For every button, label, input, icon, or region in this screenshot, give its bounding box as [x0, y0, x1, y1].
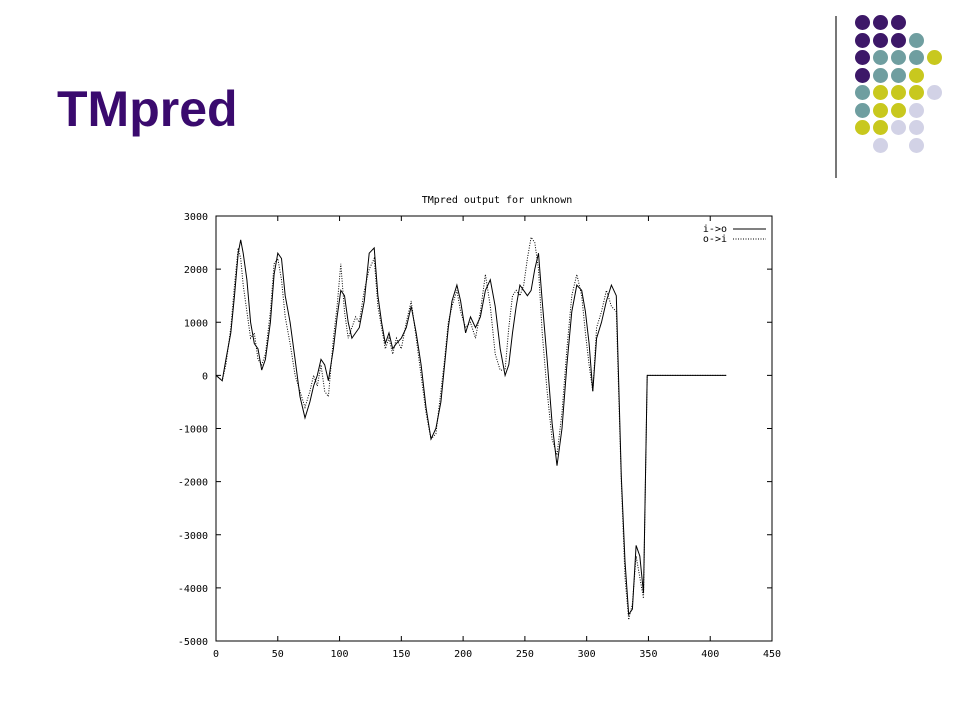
- decorative-dot: [891, 67, 906, 83]
- decorative-dot: [855, 50, 870, 65]
- decorative-dot: [909, 85, 924, 100]
- x-tick-label: 50: [272, 649, 284, 660]
- y-tick-label: -5000: [178, 637, 208, 648]
- decorative-divider: [835, 16, 837, 178]
- decorative-dot: [909, 67, 924, 83]
- series-line-i-to-o: [215, 239, 727, 616]
- y-tick-label: 2000: [184, 265, 208, 276]
- decorative-dot: [909, 137, 924, 153]
- axis-ticks: 3000 2000 1000 0 -1000 -2000 -3000 -4000 -5000 0 5…: [178, 212, 781, 660]
- x-tick-label: 250: [516, 649, 534, 660]
- y-tick-label: -3000: [178, 531, 208, 542]
- x-tick-label: 450: [763, 649, 781, 660]
- decorative-dot: [891, 102, 906, 118]
- decorative-dot: [927, 50, 942, 65]
- x-tick-label: 300: [578, 649, 596, 660]
- plot-frame: [215, 215, 773, 642]
- decorative-dot: [855, 32, 870, 48]
- x-tick-label: 150: [392, 649, 410, 660]
- decorative-dot: [909, 102, 924, 118]
- series-layer: [215, 236, 727, 620]
- y-tick-label: -4000: [178, 584, 208, 595]
- y-tick-label: -1000: [178, 425, 208, 436]
- decorative-dot: [891, 32, 906, 48]
- decorative-dot: [927, 85, 942, 100]
- decorative-dot: [891, 120, 906, 135]
- chart-title: TMpred output for unknown: [422, 195, 573, 206]
- decorative-dot: [909, 50, 924, 65]
- decorative-dot: [891, 50, 906, 65]
- x-tick-label: 0: [213, 649, 219, 660]
- y-tick-label: 1000: [184, 318, 208, 329]
- legend-label: i->o: [703, 224, 727, 235]
- decorative-dot: [873, 67, 888, 83]
- decorative-dot: [855, 15, 870, 30]
- decorative-dot: [891, 85, 906, 100]
- series-line-o-to-i: [215, 236, 727, 620]
- decorative-dot: [873, 50, 888, 65]
- x-tick-label: 200: [454, 649, 472, 660]
- decorative-dot: [891, 15, 906, 30]
- decorative-dot: [873, 85, 888, 100]
- decorative-dot: [873, 32, 888, 48]
- decorative-dot: [855, 85, 870, 100]
- slide-title: TMpred: [57, 81, 238, 137]
- decorative-dot: [873, 102, 888, 118]
- x-tick-label: 350: [639, 649, 657, 660]
- legend-label: o->i: [703, 234, 727, 245]
- decorative-dot: [855, 67, 870, 83]
- decorative-dot: [855, 120, 870, 135]
- decorative-dot: [909, 32, 924, 48]
- x-tick-label: 400: [701, 649, 719, 660]
- x-tick-label: 100: [331, 649, 349, 660]
- decorative-dot: [909, 120, 924, 135]
- y-tick-label: -2000: [178, 478, 208, 489]
- decorative-dot: [855, 102, 870, 118]
- decorative-dot: [873, 137, 888, 153]
- y-tick-label: 3000: [184, 212, 208, 223]
- y-tick-label: 0: [202, 371, 208, 382]
- decorative-dot: [873, 15, 888, 30]
- legend: i->oo->i: [703, 224, 766, 245]
- decorative-dot: [873, 120, 888, 135]
